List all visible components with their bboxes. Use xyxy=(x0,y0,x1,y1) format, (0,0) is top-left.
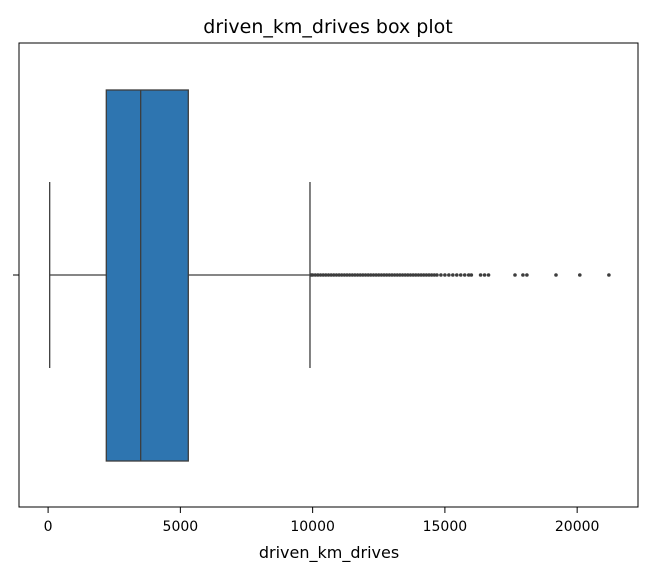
outlier-point xyxy=(398,273,402,277)
outlier-point xyxy=(513,273,517,277)
outlier-point xyxy=(439,273,443,277)
x-axis-label: driven_km_drives xyxy=(259,543,399,563)
outlier-point xyxy=(462,273,467,277)
x-axis-ticks: 0 5000 10000 15000 20000 xyxy=(44,507,600,535)
outlier-point xyxy=(371,273,376,277)
outlier-point xyxy=(525,273,529,277)
outlier-points xyxy=(309,273,611,277)
outlier-point xyxy=(353,273,357,277)
outlier-point xyxy=(432,273,437,277)
outlier-point xyxy=(435,273,439,277)
chart-title: driven_km_drives box plot xyxy=(203,16,452,38)
outlier-point xyxy=(313,273,318,277)
outlier-point xyxy=(400,273,405,277)
outlier-point xyxy=(443,273,447,277)
outlier-point xyxy=(429,273,434,277)
outlier-point xyxy=(458,273,463,277)
outlier-point xyxy=(416,273,421,277)
outlier-point xyxy=(321,273,326,277)
x-tick-label: 0 xyxy=(44,519,53,535)
outlier-point xyxy=(334,273,339,277)
outlier-point xyxy=(578,273,582,277)
outlier-point xyxy=(337,273,341,277)
outlier-point xyxy=(369,273,373,277)
x-tick-label: 10000 xyxy=(290,519,335,535)
outlier-point xyxy=(363,273,368,277)
outlier-point xyxy=(374,273,378,277)
outlier-point xyxy=(347,273,352,277)
outlier-point xyxy=(342,273,347,277)
outlier-point xyxy=(345,273,349,277)
x-tick-label: 5000 xyxy=(163,519,199,535)
outlier-point xyxy=(411,273,415,277)
outlier-point xyxy=(350,273,355,277)
outlier-point xyxy=(424,273,429,277)
outlier-point xyxy=(387,273,392,277)
outlier-point xyxy=(392,273,397,277)
outlier-point xyxy=(607,273,611,277)
outlier-point xyxy=(419,273,423,277)
outlier-point xyxy=(454,273,459,277)
x-tick-label: 20000 xyxy=(555,519,600,535)
outlier-point xyxy=(413,273,418,277)
outlier-point xyxy=(382,273,386,277)
outlier-point xyxy=(379,273,384,277)
outlier-point xyxy=(406,273,410,277)
outlier-point xyxy=(466,273,471,277)
outlier-point xyxy=(421,273,426,277)
outlier-point xyxy=(366,273,370,277)
outlier-point xyxy=(521,273,525,277)
plot-area xyxy=(49,89,611,462)
outlier-point xyxy=(554,273,558,277)
outlier-point xyxy=(408,273,413,277)
outlier-point xyxy=(316,273,320,277)
outlier-point xyxy=(482,273,487,277)
outlier-point xyxy=(376,273,381,277)
outlier-point xyxy=(339,273,344,277)
outlier-point xyxy=(324,273,328,277)
outlier-point xyxy=(451,273,455,277)
outlier-point xyxy=(478,273,483,277)
x-tick-label: 15000 xyxy=(423,519,468,535)
outlier-point xyxy=(355,273,360,277)
outlier-point xyxy=(447,273,451,277)
outlier-point xyxy=(318,273,323,277)
outlier-point xyxy=(384,273,389,277)
outlier-point xyxy=(329,273,333,277)
outlier-point xyxy=(469,273,474,277)
outlier-point xyxy=(310,273,315,277)
outlier-point xyxy=(361,273,365,277)
outlier-point xyxy=(358,273,363,277)
iqr-box xyxy=(105,89,189,462)
outlier-point xyxy=(486,273,491,277)
outlier-point xyxy=(390,273,394,277)
outlier-point xyxy=(403,273,408,277)
outlier-point xyxy=(427,273,431,277)
outlier-point xyxy=(395,273,400,277)
outlier-point xyxy=(326,273,331,277)
outlier-point xyxy=(331,273,336,277)
